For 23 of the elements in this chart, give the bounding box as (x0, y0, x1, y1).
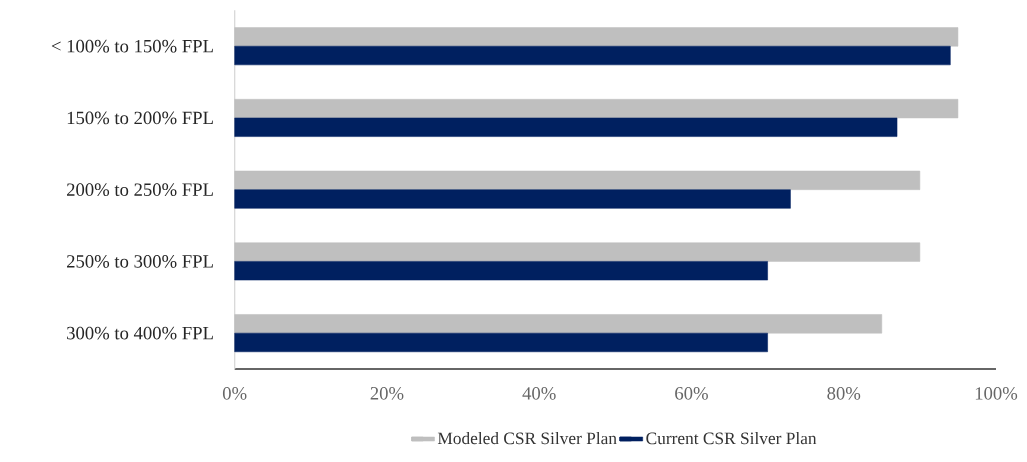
x-tick-label: 100% (975, 387, 1018, 400)
bar (234, 27, 959, 47)
y-tick-label: 200% to 250% FPL (66, 183, 213, 197)
bar (234, 261, 768, 281)
x-tick-label: 20% (370, 387, 404, 400)
bar (234, 45, 951, 66)
bar (234, 189, 791, 209)
y-tick-label: 300% to 400% FPL (67, 326, 213, 340)
bar (234, 314, 883, 334)
bar (234, 99, 959, 119)
x-tick-label: 80% (827, 387, 861, 400)
bar (234, 332, 768, 353)
x-tick-label: 40% (522, 387, 556, 400)
legend-label: Modeled CSR Silver Plan (437, 432, 617, 445)
y-tick-label: 150% to 200% FPL (67, 111, 213, 125)
bar (234, 242, 921, 262)
bar (234, 117, 898, 137)
x-tick-label: 60% (675, 387, 708, 400)
bar (234, 170, 921, 190)
x-tick-label: 0% (222, 387, 247, 400)
legend-label: Current CSR Silver Plan (646, 432, 817, 445)
y-tick-label: < 100% to 150% FPL (51, 39, 213, 53)
y-tick-label: 250% to 300% FPL (66, 255, 213, 268)
